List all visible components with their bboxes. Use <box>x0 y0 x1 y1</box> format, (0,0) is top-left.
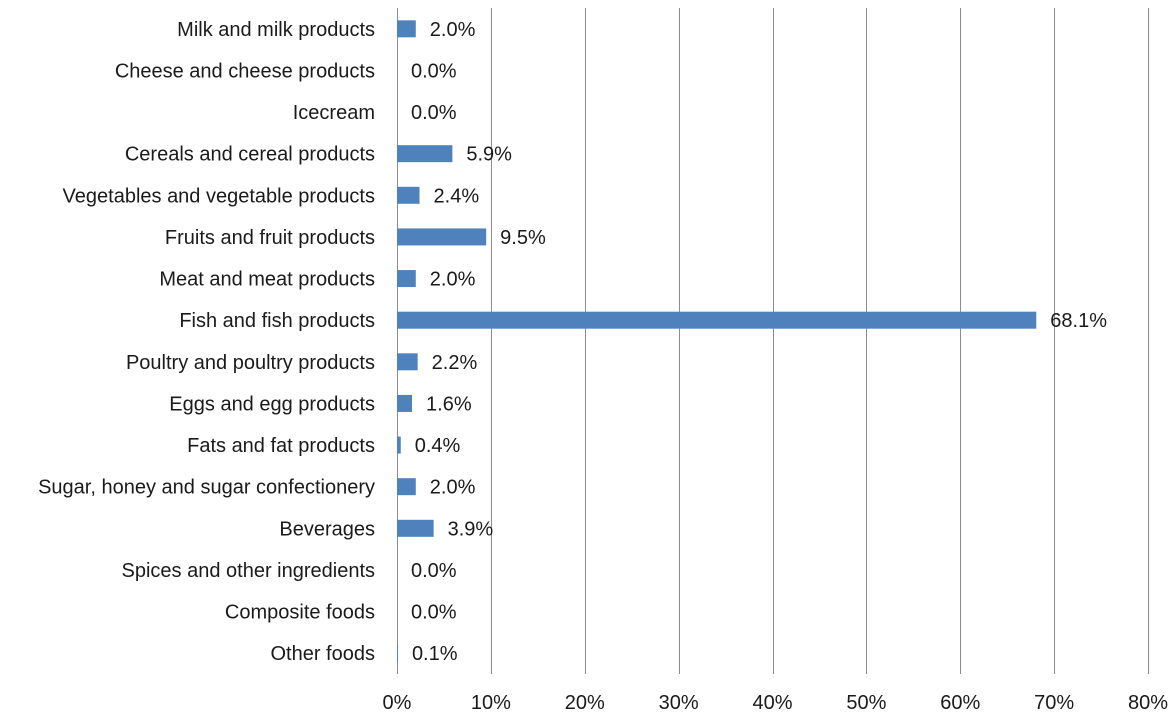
category-label: Cereals and cereal products <box>125 144 375 166</box>
data-label: 0.4% <box>415 435 461 457</box>
category-label: Milk and milk products <box>177 19 375 41</box>
x-tick-label: 50% <box>846 692 886 714</box>
gridlines <box>397 8 1149 674</box>
bar <box>397 519 434 537</box>
x-tick-label: 30% <box>659 692 699 714</box>
category-label: Sugar, honey and sugar confectionery <box>38 477 375 499</box>
data-label: 0.0% <box>411 60 457 82</box>
x-tick-label: 70% <box>1034 692 1074 714</box>
data-label: 3.9% <box>448 518 494 540</box>
data-label: 2.0% <box>430 269 476 291</box>
data-label: 0.0% <box>411 560 457 582</box>
category-label: Cheese and cheese products <box>115 60 375 82</box>
data-label: 0.1% <box>412 643 458 665</box>
category-label: Vegetables and vegetable products <box>63 185 375 207</box>
bar <box>397 353 418 371</box>
data-label: 68.1% <box>1050 310 1107 332</box>
data-label: 2.4% <box>434 185 480 207</box>
data-label: 2.2% <box>432 352 478 374</box>
data-label: 1.6% <box>426 393 472 415</box>
bar <box>397 20 416 38</box>
category-label: Eggs and egg products <box>169 393 375 415</box>
category-label: Fats and fat products <box>187 435 375 457</box>
bar <box>397 644 398 662</box>
data-label: 0.0% <box>411 102 457 124</box>
bar <box>397 478 416 496</box>
data-label: 2.0% <box>430 477 476 499</box>
x-tick-label: 40% <box>752 692 792 714</box>
category-label: Fish and fish products <box>179 310 375 332</box>
bar <box>397 311 1037 329</box>
category-label: Meat and meat products <box>159 269 375 291</box>
bar <box>397 186 420 204</box>
bar <box>397 436 401 454</box>
x-tick-label: 0% <box>383 692 412 714</box>
data-label: 9.5% <box>500 227 546 249</box>
data-label: 5.9% <box>466 144 512 166</box>
bar <box>397 228 487 246</box>
x-tick-label: 80% <box>1128 692 1168 714</box>
data-labels: 2.0% 0.0% 0.0% 5.9% 2.4% 9.5% 2.0% 68.1% 2.2% 1.6… <box>411 19 1107 665</box>
category-labels: Milk and milk products Cheese and cheese … <box>38 19 375 665</box>
category-label: Poultry and poultry products <box>126 352 375 374</box>
category-label: Fruits and fruit products <box>165 227 375 249</box>
data-label: 2.0% <box>430 19 476 41</box>
category-label: Icecream <box>293 102 375 124</box>
bars <box>397 20 1037 662</box>
x-tick-labels: 0% 10% 20% 30% 40% 50% 60% 70% 80% <box>383 692 1169 714</box>
category-label: Composite foods <box>225 602 375 624</box>
bar <box>397 145 453 163</box>
category-label: Spices and other ingredients <box>122 560 376 582</box>
x-tick-label: 10% <box>471 692 511 714</box>
data-label: 0.0% <box>411 602 457 624</box>
category-label: Beverages <box>279 518 375 540</box>
category-label: Other foods <box>270 643 375 665</box>
x-tick-label: 20% <box>565 692 605 714</box>
x-tick-label: 60% <box>940 692 980 714</box>
bar <box>397 394 413 412</box>
bar <box>397 270 416 288</box>
